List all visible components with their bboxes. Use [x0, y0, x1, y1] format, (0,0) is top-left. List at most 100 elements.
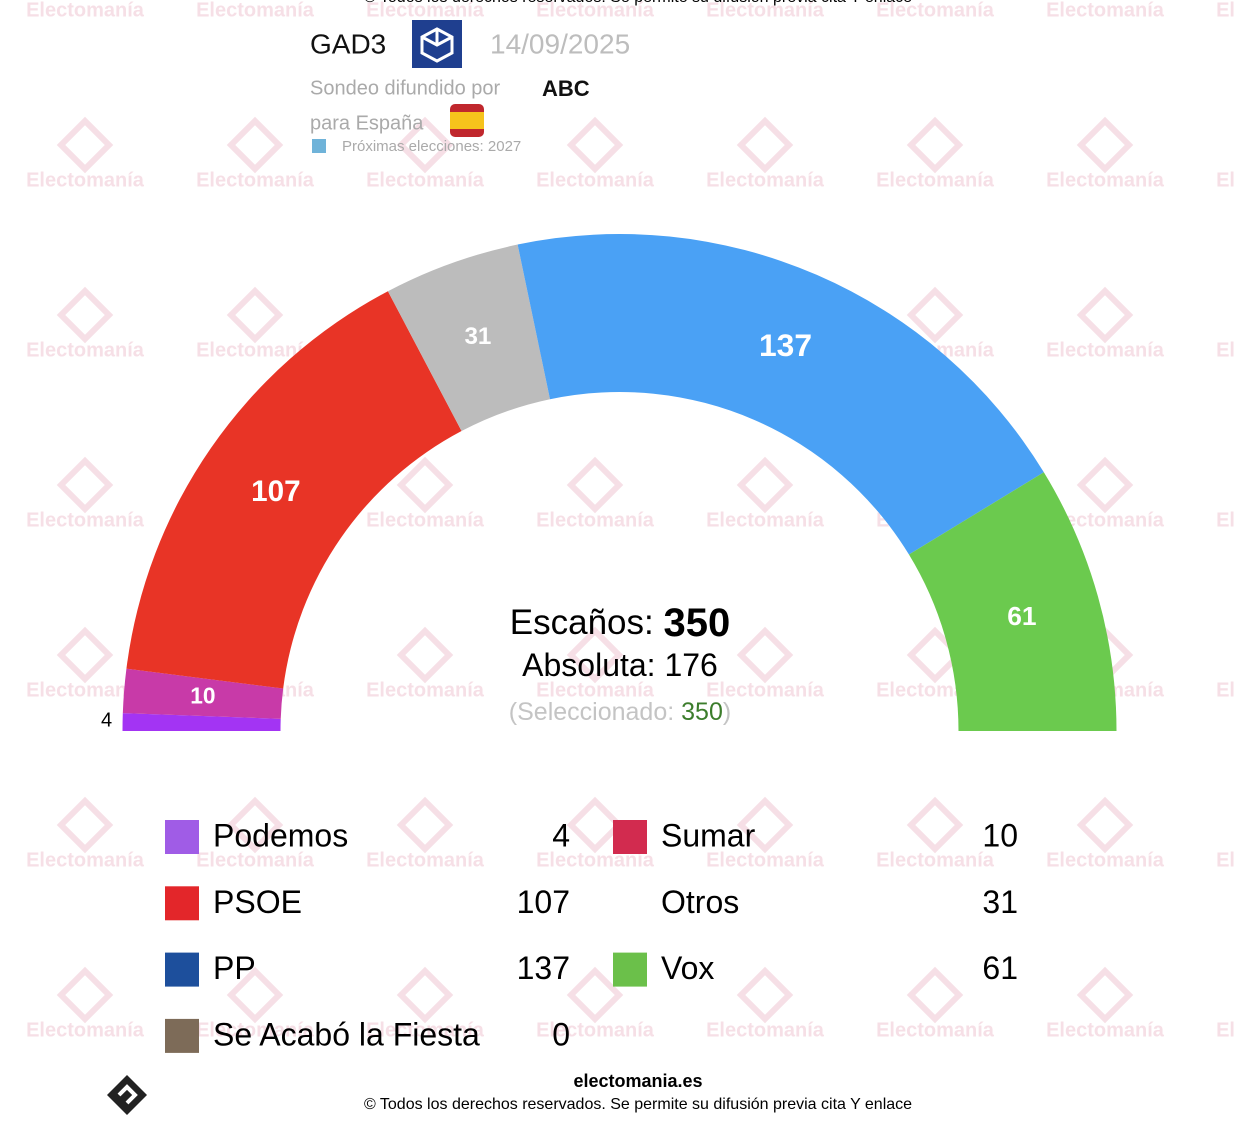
arc-segment: [908, 472, 1117, 731]
watermark: Electomanía: [1046, 0, 1165, 21]
copyright-top: © Todos los derechos reservados. Se perm…: [364, 0, 912, 6]
watermark: Electomanía: [26, 339, 145, 361]
watermark: Electomanía: [1046, 1019, 1165, 1041]
outlet: ABC: [542, 76, 590, 101]
arc-segment: [387, 244, 551, 432]
arc-segment: [122, 668, 284, 719]
flag-band: [450, 112, 484, 129]
data-label: 107: [251, 475, 300, 508]
watermark-logo: [906, 116, 964, 174]
watermark: Electomanía: [536, 169, 655, 191]
watermark: Electomanía: [26, 849, 145, 871]
pollster: GAD3: [310, 28, 386, 59]
watermark-logo: [226, 796, 284, 854]
legend-icon: [165, 952, 199, 987]
watermark: Electomanía: [366, 1019, 485, 1041]
legend-name: Se Acabó la Fiesta: [213, 1016, 480, 1052]
watermark: Electomanía: [1216, 509, 1234, 531]
watermark: Electomanía: [1216, 849, 1234, 871]
watermark-logo: [566, 796, 624, 854]
watermark: Electomanía: [26, 509, 145, 531]
watermark-logo: [1076, 116, 1134, 174]
legend: Podemos 4 Sumar 10 PSOE 107 Otros 31 PP 137 Vox 61 S…: [165, 817, 1018, 1053]
watermark: Electomanía: [1046, 849, 1165, 871]
watermark-logo: [1076, 966, 1134, 1024]
site: electomania.es: [573, 1071, 702, 1091]
seats-line: Escaños: 350: [510, 601, 730, 645]
legend-value: 61: [982, 950, 1018, 986]
watermark: Electomanía: [706, 509, 825, 531]
pollster-logo-cube: [420, 27, 454, 63]
data-label: 61: [1007, 601, 1036, 631]
watermark: Electomanía: [196, 1019, 315, 1041]
legend-value: 4: [552, 817, 570, 853]
watermark: Electomanía: [706, 1019, 825, 1041]
majority-line: Absoluta: 176: [522, 647, 718, 683]
watermark: Electomanía: [1216, 169, 1234, 191]
selected-open: (Seleccionado:: [509, 698, 674, 726]
legend-name: Sumar: [661, 817, 756, 853]
watermark: Electomanía: [196, 849, 315, 871]
watermark: Electomanía: [366, 169, 485, 191]
watermark-logo: [736, 966, 794, 1024]
watermark-logo: [226, 116, 284, 174]
legend-icon: [165, 886, 199, 921]
watermark: Electomanía: [1216, 0, 1234, 21]
watermark: Electomanía: [26, 0, 145, 21]
watermark: Electomanía: [706, 849, 825, 871]
arc-segment: [126, 291, 462, 689]
legend-name: PSOE: [213, 884, 302, 920]
watermark-logo: [566, 116, 624, 174]
watermark-logo: [736, 116, 794, 174]
selected-close: ): [723, 698, 731, 726]
watermark: Electomanía: [706, 169, 825, 191]
arc-segment: [517, 233, 1044, 555]
watermark-logo: [1076, 456, 1134, 514]
watermark: Electomanía: [1046, 169, 1165, 191]
watermark-logo: [736, 456, 794, 514]
legend-value: 107: [517, 884, 570, 920]
watermark-logo: [396, 456, 454, 514]
legend-name: Vox: [661, 950, 714, 986]
majority-label: Absoluta:: [522, 647, 655, 683]
watermark: Electomanía: [1216, 339, 1234, 361]
watermark: Electomanía: [536, 679, 655, 701]
watermark-logo: [1076, 286, 1134, 344]
watermark: Electomanía: [26, 1019, 145, 1041]
watermark-logo: [906, 966, 964, 1024]
legend-value: 10: [982, 817, 1018, 853]
watermark-logo: [226, 286, 284, 344]
watermark: Electomanía: [876, 169, 995, 191]
watermark: Electomanía: [706, 0, 825, 21]
watermark-logo: [226, 966, 284, 1024]
watermark-logo: [736, 796, 794, 854]
legend-value: 137: [517, 950, 570, 986]
watermark-logo: [566, 626, 624, 684]
watermark: Electomanía: [366, 509, 485, 531]
date: 14/09/2025: [490, 28, 630, 59]
arc-segment: [122, 713, 281, 731]
watermark: Electomanía: [536, 509, 655, 531]
seats-total: 350: [663, 601, 730, 645]
selected-line: (Seleccionado: 350): [509, 698, 731, 726]
legend-name: PP: [213, 950, 256, 986]
footer-logo: [107, 1075, 147, 1115]
seats-label: Escaños:: [510, 603, 654, 642]
watermark: Electomanía: [196, 339, 315, 361]
arcs: 4 10 107 31 137 61: [101, 233, 1117, 731]
majority: 176: [664, 647, 717, 683]
watermark-logo: [396, 966, 454, 1024]
watermark: Electomanía: [196, 0, 315, 21]
watermark: Electomanía: [536, 849, 655, 871]
watermark-logo: [906, 796, 964, 854]
watermark-logo: [396, 626, 454, 684]
legend-value: 31: [982, 884, 1018, 920]
watermark: Electomanía: [26, 169, 145, 191]
next-election: Próximas elecciones: 2027: [342, 138, 521, 155]
published-by: Sondeo difundido por: [310, 77, 500, 99]
watermark-logo: [56, 456, 114, 514]
legend-icon: [165, 1018, 199, 1053]
data-label: 137: [759, 327, 812, 363]
watermark: Electomanía: [536, 0, 655, 21]
